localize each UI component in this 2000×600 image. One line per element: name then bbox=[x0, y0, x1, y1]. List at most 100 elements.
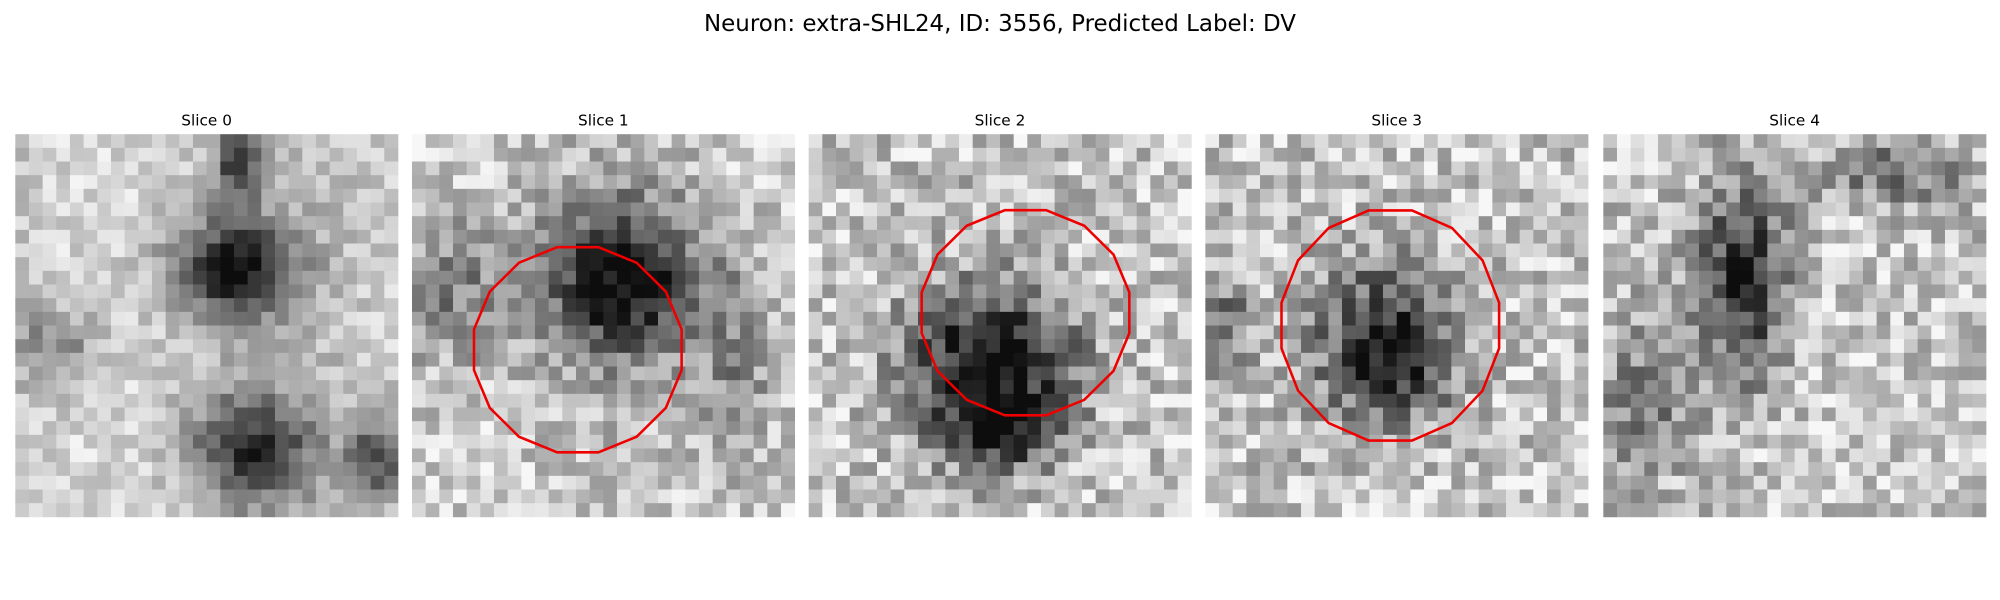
pixel bbox=[1163, 489, 1179, 504]
pixel bbox=[261, 311, 276, 326]
pixel bbox=[1835, 243, 1850, 258]
pixel bbox=[1574, 421, 1589, 436]
pixel bbox=[712, 352, 727, 367]
pixel bbox=[1163, 147, 1179, 162]
pixel bbox=[1232, 161, 1247, 176]
pixel bbox=[110, 257, 126, 272]
pixel bbox=[767, 188, 782, 203]
pixel bbox=[1040, 311, 1056, 326]
pixel bbox=[1547, 161, 1562, 176]
pixel bbox=[1219, 175, 1234, 190]
pixel bbox=[179, 325, 194, 340]
pixel bbox=[151, 380, 167, 395]
pixel bbox=[507, 489, 522, 504]
pixel bbox=[1849, 216, 1864, 231]
pixel bbox=[808, 448, 823, 463]
pixel bbox=[274, 407, 290, 422]
pixel bbox=[753, 284, 768, 299]
pixel bbox=[124, 311, 139, 326]
pixel bbox=[1712, 257, 1727, 272]
pixel bbox=[1506, 366, 1521, 381]
pixel bbox=[1163, 380, 1179, 395]
pixel bbox=[507, 243, 522, 258]
pixel bbox=[1726, 407, 1741, 422]
pixel bbox=[1506, 161, 1521, 176]
pixel bbox=[1574, 147, 1589, 162]
pixel bbox=[233, 380, 249, 395]
pixel bbox=[1301, 462, 1316, 477]
pixel bbox=[972, 298, 987, 313]
pixel bbox=[206, 243, 221, 258]
pixel bbox=[165, 229, 180, 244]
pixel bbox=[1136, 407, 1151, 422]
pixel bbox=[562, 448, 577, 463]
pixel bbox=[1890, 188, 1905, 203]
pixel bbox=[521, 503, 536, 518]
pixel bbox=[1163, 393, 1179, 408]
pixel bbox=[1027, 270, 1042, 285]
pixel bbox=[480, 175, 495, 190]
pixel bbox=[1821, 188, 1837, 203]
pixel bbox=[1944, 421, 1960, 436]
pixel bbox=[1013, 325, 1028, 340]
pixel bbox=[1574, 175, 1589, 190]
pixel bbox=[986, 325, 1001, 340]
pixel bbox=[1821, 393, 1837, 408]
pixel bbox=[1574, 284, 1589, 299]
pixel bbox=[1328, 448, 1343, 463]
pixel bbox=[1451, 216, 1466, 231]
pixel bbox=[1780, 216, 1796, 231]
pixel bbox=[1903, 434, 1919, 449]
pixel bbox=[192, 284, 208, 299]
pixel bbox=[1068, 311, 1083, 326]
pixel bbox=[1383, 462, 1398, 477]
pixel bbox=[56, 421, 71, 436]
pixel bbox=[97, 503, 112, 518]
pixel bbox=[384, 421, 399, 436]
pixel bbox=[780, 216, 796, 231]
pixel bbox=[657, 175, 673, 190]
pixel bbox=[1150, 462, 1165, 477]
pixel bbox=[329, 434, 344, 449]
pixel bbox=[261, 352, 276, 367]
pixel bbox=[315, 134, 331, 149]
pixel bbox=[110, 503, 126, 518]
pixel bbox=[1246, 393, 1261, 408]
pixel bbox=[1027, 339, 1042, 354]
pixel bbox=[138, 407, 153, 422]
pixel bbox=[972, 380, 987, 395]
pixel bbox=[534, 311, 550, 326]
pixel bbox=[1109, 339, 1124, 354]
pixel bbox=[603, 475, 618, 490]
pixel bbox=[1560, 434, 1575, 449]
pixel bbox=[138, 243, 153, 258]
pixel bbox=[1739, 407, 1755, 422]
pixel bbox=[1671, 161, 1686, 176]
pixel bbox=[904, 393, 919, 408]
pixel bbox=[56, 311, 71, 326]
pixel bbox=[439, 202, 454, 217]
pixel bbox=[384, 284, 399, 299]
pixel bbox=[1794, 270, 1809, 285]
pixel bbox=[1890, 448, 1905, 463]
pixel bbox=[370, 257, 385, 272]
pixel bbox=[233, 311, 249, 326]
pixel bbox=[849, 421, 864, 436]
pixel bbox=[1616, 257, 1632, 272]
pixel bbox=[534, 257, 550, 272]
pixel bbox=[1273, 175, 1288, 190]
pixel bbox=[1396, 434, 1411, 449]
pixel bbox=[849, 216, 864, 231]
pixel bbox=[356, 352, 372, 367]
pixel bbox=[1000, 448, 1015, 463]
pixel bbox=[1027, 216, 1042, 231]
pixel bbox=[685, 352, 700, 367]
pixel bbox=[1424, 352, 1439, 367]
pixel bbox=[863, 270, 878, 285]
pixel bbox=[42, 448, 57, 463]
pixel bbox=[1301, 352, 1316, 367]
pixel bbox=[890, 462, 905, 477]
pixel bbox=[1095, 462, 1110, 477]
pixel bbox=[220, 489, 235, 504]
pixel bbox=[1095, 188, 1110, 203]
